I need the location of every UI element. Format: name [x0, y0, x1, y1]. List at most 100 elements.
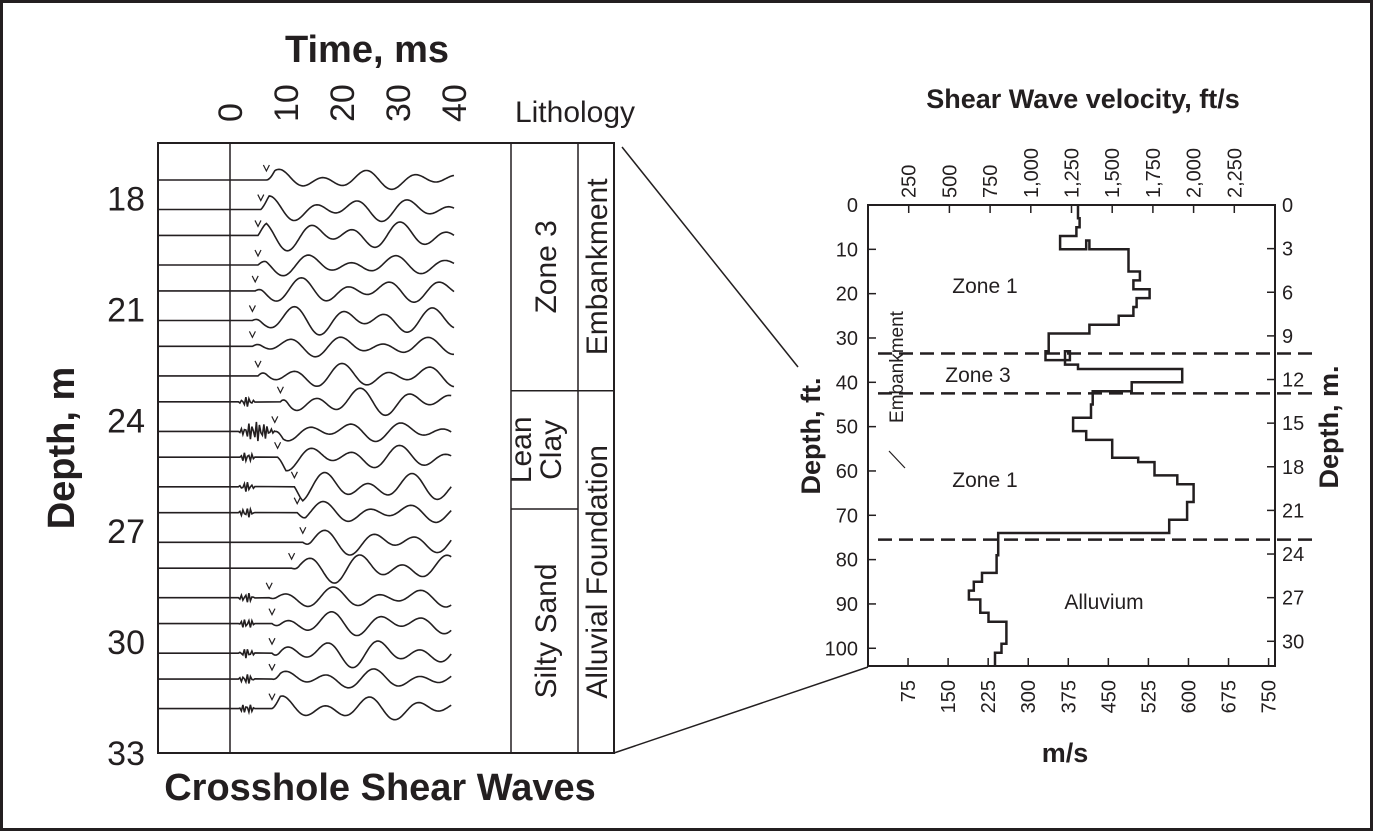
depth-m-tick-label: 30 — [1282, 631, 1304, 653]
depth-m-axis-ticks: 0 3 6 9 12 15 18 21 24 27 30 — [1267, 195, 1304, 653]
zoom-connector-bottom — [613, 666, 869, 754]
first-arrival-mark — [254, 220, 262, 228]
depth-m-tick-label: 27 — [1282, 588, 1304, 610]
first-arrival-mark — [290, 471, 298, 480]
waveform-trace — [158, 500, 452, 524]
ft-per-s-axis-ticks: 250 500 750 1,000 1,250 1,500 1,750 2,000 2,250 — [899, 148, 1246, 213]
lithology-unit-boundaries — [511, 389, 614, 510]
depth-ft-tick-label: 70 — [836, 505, 858, 527]
depth-m-tick-label: 12 — [1282, 370, 1304, 392]
depth-m-tick-label: 15 — [1282, 413, 1304, 435]
first-arrival-mark — [254, 360, 262, 369]
time-axis-label: Time, ms — [285, 29, 449, 71]
time-tick-label: 40 — [436, 84, 474, 122]
waveform-trace — [158, 640, 452, 669]
m-per-s-tick-label: 450 — [1098, 680, 1120, 713]
ft-per-s-tick-label: 750 — [980, 165, 1002, 198]
zone-boundaries — [878, 352, 1312, 541]
depth-ft-tick-label: 80 — [836, 550, 858, 572]
time-tick-label: 20 — [324, 84, 362, 122]
crosshole-title: Crosshole Shear Waves — [164, 767, 596, 809]
waveform-trace — [158, 336, 454, 358]
depth-ft-tick-label: 100 — [825, 638, 858, 660]
first-arrival-picks — [248, 164, 307, 701]
velocity-profile-line — [967, 205, 1195, 666]
zone-label-lower-zone-1: Zone 1 — [952, 469, 1017, 492]
depth-ft-tick-label: 20 — [836, 284, 858, 306]
ft-per-s-tick-label: 2,250 — [1224, 148, 1246, 198]
waveform-trace — [158, 387, 452, 417]
embankment-label-leader — [888, 450, 906, 469]
first-arrival-mark — [265, 582, 273, 591]
time-tick-label: 30 — [380, 84, 418, 122]
lithology-unit-label: Lean — [505, 416, 538, 483]
depth-m-tick-label: 18 — [1282, 457, 1304, 479]
depth-ft-axis-label: Depth, ft. — [796, 378, 826, 495]
m-per-s-tick-label: 600 — [1178, 680, 1200, 713]
waveform-trace — [158, 194, 455, 223]
m-per-s-tick-label: 225 — [978, 680, 1000, 713]
waveform-trace — [158, 554, 452, 584]
m-per-s-tick-label: 150 — [938, 680, 960, 713]
velocity-profile-chart: 250 500 750 1,000 1,250 1,500 1,750 2,000 2,250 … — [796, 84, 1344, 768]
waveform-trace — [158, 362, 455, 388]
zone-label-alluvium: Alluvium — [1064, 591, 1143, 614]
embankment-side-label: Embankment — [887, 310, 908, 423]
first-arrival-mark — [268, 637, 276, 646]
depth-tick-label: 18 — [107, 180, 145, 218]
waveform-trace — [158, 695, 452, 721]
depth-m-tick-label: 3 — [1282, 239, 1293, 261]
m-per-s-tick-label: 750 — [1259, 680, 1281, 713]
lithology-group-label: Alluvial Foundation — [581, 445, 614, 699]
first-arrival-mark — [299, 527, 307, 535]
waveform-trace — [158, 444, 452, 472]
m-per-s-axis-ticks: 75 150 225 300 375 450 525 600 675 750 — [898, 658, 1281, 713]
first-arrival-mark — [293, 497, 301, 506]
m-per-s-tick-label: 375 — [1058, 680, 1080, 713]
time-tick-label: 10 — [268, 84, 306, 122]
depth-tick-label: 27 — [107, 513, 145, 551]
m-per-s-tick-label: 675 — [1219, 680, 1241, 713]
depth-ft-tick-label: 10 — [836, 239, 858, 261]
waveform-trace — [158, 611, 452, 637]
depth-tick-label: 24 — [107, 402, 145, 440]
waveform-trace — [158, 471, 452, 502]
first-arrival-mark — [268, 693, 276, 701]
waveform-trace — [158, 668, 452, 689]
time-axis-ticks: 0 10 20 30 40 — [212, 84, 474, 122]
first-arrival-mark — [262, 164, 270, 173]
zone-label-zone-3: Zone 3 — [945, 364, 1010, 387]
m-per-s-axis-label: m/s — [1042, 738, 1089, 768]
waveform-trace — [158, 421, 452, 443]
ft-per-s-axis-label: Shear Wave velocity, ft/s — [926, 84, 1240, 114]
first-arrival-mark — [254, 249, 262, 258]
depth-tick-label: 21 — [107, 291, 145, 329]
depth-ft-tick-label: 40 — [836, 372, 858, 394]
lithology-unit-label: Zone 3 — [530, 220, 563, 313]
depth-m-axis-label: Depth, m. — [1314, 365, 1344, 488]
ft-per-s-tick-label: 1,500 — [1102, 148, 1124, 198]
waveform-trace — [158, 529, 452, 556]
m-per-s-tick-label: 525 — [1138, 680, 1160, 713]
depth-m-tick-label: 24 — [1282, 544, 1304, 566]
first-arrival-mark — [274, 441, 282, 450]
depth-ft-tick-label: 30 — [836, 328, 858, 350]
first-arrival-mark — [276, 386, 284, 395]
depth-ft-tick-label: 50 — [836, 417, 858, 439]
first-arrival-mark — [251, 275, 259, 284]
ft-per-s-tick-label: 500 — [939, 165, 961, 198]
ft-per-s-tick-label: 1,000 — [1021, 148, 1043, 198]
waveform-trace — [158, 168, 455, 191]
first-arrival-mark — [271, 416, 279, 424]
ft-per-s-tick-label: 1,750 — [1143, 148, 1165, 198]
ft-per-s-tick-label: 1,250 — [1062, 148, 1084, 198]
waveform-trace — [158, 305, 455, 336]
waveform-traces — [158, 168, 455, 721]
depth-tick-label: 30 — [107, 624, 145, 662]
depth-m-tick-label: 21 — [1282, 500, 1304, 522]
depth-tick-label: 33 — [107, 735, 145, 773]
depth-m-tick-label: 0 — [1282, 195, 1293, 217]
depth-ft-tick-label: 60 — [836, 461, 858, 483]
